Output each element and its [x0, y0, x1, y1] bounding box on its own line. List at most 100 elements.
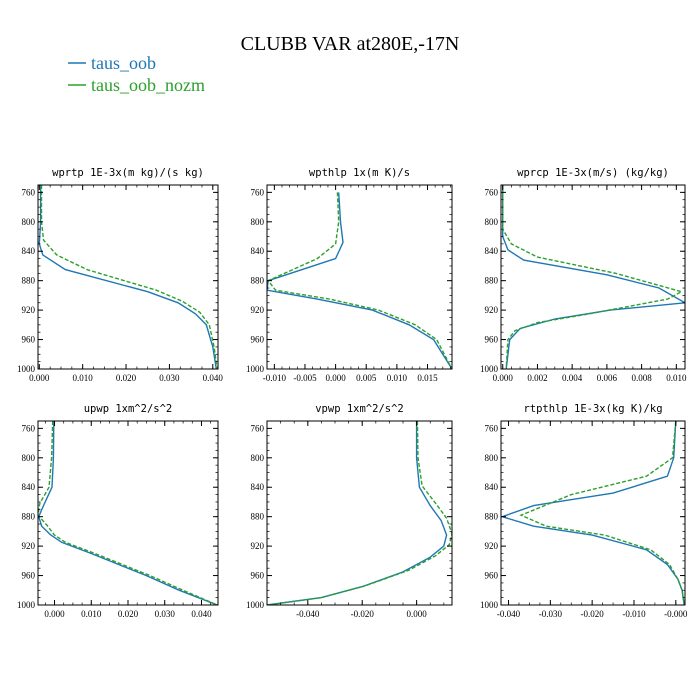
y-tick-label: 880 [22, 276, 36, 286]
y-tick-label: 1000 [17, 600, 36, 610]
plot-frame [37, 184, 219, 370]
x-tick-label: 0.000 [407, 609, 428, 619]
panel-6: rtpthlp 1E-3x(kg K)/kg -0.040 -0.030 -0.020… [480, 403, 688, 619]
y-tick-label: 800 [251, 453, 265, 463]
x-tick-label: 0.000 [325, 373, 346, 383]
y-tick-label: 960 [22, 335, 36, 345]
panel-3: wprcp 1E-3x(m/s) (kg/kg) 0.000 0.002 0.004 0… [480, 167, 687, 383]
panel-title: rtpthlp 1E-3x(kg K)/kg [523, 403, 662, 415]
y-tick-label: 920 [251, 541, 265, 551]
x-tick-label: -0.010 [622, 609, 646, 619]
x-tick-label: 0.010 [387, 373, 408, 383]
panels-grid: wprtp 1E-3x(m kg)/(s kg) 0.000 0.010 0.020 0… [17, 167, 688, 619]
y-tick-label: 920 [485, 305, 499, 315]
y-tick-label: 800 [22, 453, 36, 463]
x-tick-label: 0.010 [666, 373, 687, 383]
series-line-taus-oob [267, 421, 448, 605]
y-tick-label: 840 [251, 482, 265, 492]
x-tick-label: -0.005 [293, 373, 317, 383]
x-tick-label: 0.030 [155, 609, 176, 619]
series-line-taus-oob-nozm [267, 421, 452, 605]
x-tick-label: 0.030 [159, 373, 180, 383]
y-tick-label: 760 [251, 187, 265, 197]
y-tick-label: 920 [251, 305, 265, 315]
panel-title: upwp 1xm^2/s^2 [84, 403, 173, 415]
x-tick-label: -0.040 [497, 609, 521, 619]
x-tick-label: 0.040 [203, 373, 224, 383]
y-tick-label: 840 [22, 482, 36, 492]
y-tick-label: 840 [485, 482, 499, 492]
y-tick-label: 840 [485, 246, 499, 256]
figure-title: CLUBB VAR at280E,-17N [241, 33, 460, 55]
y-tick-label: 1000 [480, 600, 499, 610]
panel-4: upwp 1xm^2/s^2 0.000 0.010 0.020 0.030 0.040 7… [17, 403, 219, 619]
series-line-taus-oob-nozm [267, 192, 452, 369]
series-line-taus-oob [267, 192, 452, 369]
x-tick-label: 0.040 [191, 609, 212, 619]
y-tick-label: 760 [251, 423, 265, 433]
legend-label-taus-oob-nozm: taus_oob_nozm [91, 75, 205, 95]
figure-legend: taus_oob taus_oob_nozm [68, 53, 205, 95]
y-tick-label: 1000 [246, 364, 265, 374]
series-line-taus-oob-nozm [40, 185, 218, 369]
y-tick-label: 960 [251, 571, 265, 581]
y-tick-label: 800 [485, 453, 499, 463]
x-tick-label: -0.010 [263, 373, 287, 383]
y-tick-label: 800 [485, 217, 499, 227]
x-tick-label: 0.008 [631, 373, 652, 383]
series-line-taus-oob-nozm [38, 421, 218, 605]
x-tick-label: 0.015 [417, 373, 438, 383]
plot-frame [266, 184, 453, 370]
y-tick-label: 800 [22, 217, 36, 227]
y-tick-label: 880 [485, 276, 499, 286]
y-tick-label: 840 [251, 246, 265, 256]
plot-frame [266, 420, 453, 606]
y-tick-label: 840 [22, 246, 36, 256]
y-tick-label: 800 [251, 217, 265, 227]
y-tick-label: 760 [22, 423, 36, 433]
x-tick-label: -0.030 [539, 609, 563, 619]
y-tick-label: 760 [22, 187, 36, 197]
y-tick-label: 880 [22, 512, 36, 522]
series-line-taus-oob-nozm [519, 421, 685, 605]
x-tick-label: 0.020 [116, 373, 137, 383]
y-tick-label: 920 [485, 541, 499, 551]
x-tick-label: 0.000 [29, 373, 50, 383]
x-tick-label: 0.010 [73, 373, 94, 383]
series-line-taus-oob-nozm [502, 185, 684, 369]
plot-frame [37, 420, 219, 606]
x-tick-label: 0.006 [597, 373, 618, 383]
y-tick-label: 920 [22, 305, 36, 315]
x-tick-label: 0.020 [118, 609, 139, 619]
x-tick-label: 0.010 [81, 609, 102, 619]
y-tick-label: 960 [251, 335, 265, 345]
panel-1: wprtp 1E-3x(m kg)/(s kg) 0.000 0.010 0.020 0… [17, 167, 223, 383]
x-tick-label: -0.020 [581, 609, 605, 619]
panel-title: wpthlp 1x(m K)/s [309, 167, 410, 179]
series-line-taus-oob [502, 185, 685, 369]
y-tick-label: 960 [485, 571, 499, 581]
y-tick-label: 1000 [480, 364, 499, 374]
legend-label-taus-oob: taus_oob [91, 53, 156, 73]
panel-title: vpwp 1xm^2/s^2 [315, 403, 404, 415]
x-tick-label: 0.000 [44, 609, 65, 619]
y-tick-label: 920 [22, 541, 36, 551]
x-tick-label: 0.004 [562, 373, 583, 383]
panel-2: wpthlp 1x(m K)/s -0.010 -0.005 0.000 0.005 0.… [246, 167, 453, 383]
y-tick-label: 760 [485, 423, 499, 433]
y-tick-label: 880 [251, 276, 265, 286]
series-line-taus-oob [501, 421, 685, 605]
x-tick-label: 0.002 [527, 373, 547, 383]
panel-title: wprcp 1E-3x(m/s) (kg/kg) [517, 167, 669, 179]
series-line-taus-oob [38, 421, 218, 605]
x-tick-label: -0.040 [296, 609, 320, 619]
y-tick-label: 760 [485, 187, 499, 197]
x-tick-label: 0.000 [493, 373, 514, 383]
x-tick-label: -0.000 [664, 609, 688, 619]
y-tick-label: 880 [485, 512, 499, 522]
x-tick-label: 0.005 [356, 373, 377, 383]
y-tick-label: 960 [485, 335, 499, 345]
y-tick-label: 1000 [246, 600, 265, 610]
y-tick-label: 1000 [17, 364, 36, 374]
